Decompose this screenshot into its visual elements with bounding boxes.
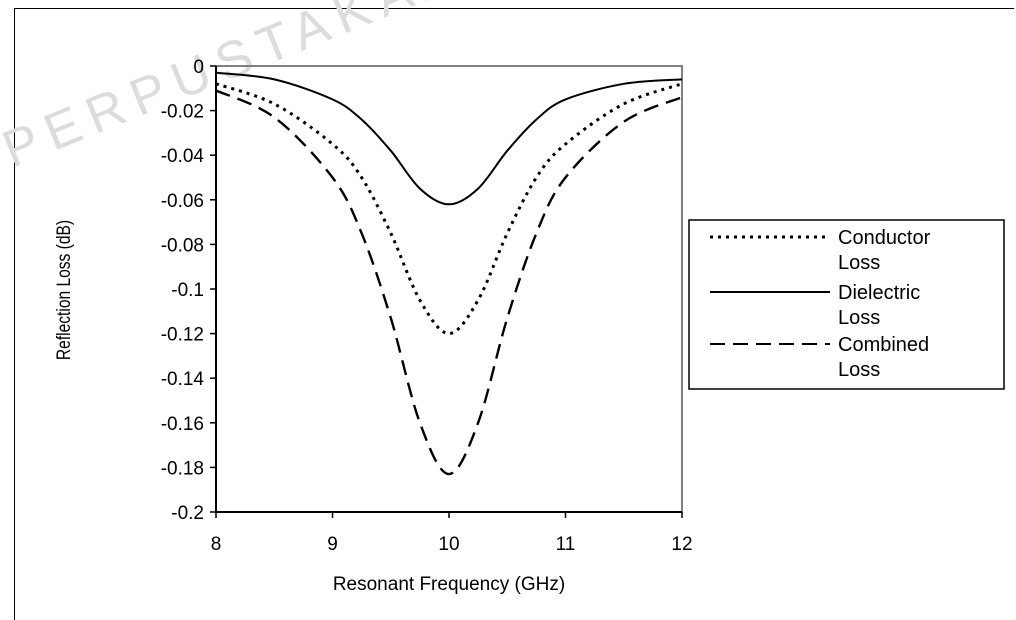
x-tick-label: 10: [438, 534, 459, 555]
series-layer: [215, 71, 683, 476]
series-line-dielectric-loss: [215, 71, 683, 206]
y-tick-label: -0.06: [161, 191, 204, 212]
x-tick-label: 8: [211, 534, 222, 555]
y-tick-label: -0.12: [161, 325, 204, 346]
y-tick-label: -0.08: [161, 235, 204, 256]
x-tick-label: 9: [327, 534, 338, 555]
x-tick-label: 12: [671, 534, 692, 555]
legend: Conductor Loss Dielectric Loss Combined Los…: [688, 219, 1005, 390]
legend-label-combined-loss: Combined Loss: [838, 334, 929, 381]
series-line-conductor-loss: [215, 82, 683, 336]
y-tick-label: -0.02: [161, 102, 204, 123]
series-line-combined-loss: [215, 89, 683, 476]
x-ticks: 8 9 10 11 12: [211, 512, 693, 555]
legend-label-dielectric-loss: Dielectric Loss: [838, 282, 920, 329]
y-tick-label: -0.1: [171, 280, 204, 301]
y-axis-title: Reflection Loss (dB): [53, 220, 75, 360]
legend-label-conductor-loss: Conductor Loss: [838, 227, 931, 274]
plot-area: [215, 65, 683, 513]
x-tick-label: 11: [556, 534, 576, 555]
legend-box: [688, 219, 1005, 390]
figure-frame: [14, 8, 1014, 620]
y-tick-label: -0.18: [161, 458, 204, 479]
y-tick-label: 0: [193, 57, 204, 78]
y-tick-label: -0.14: [161, 369, 205, 390]
y-ticks: 0 -0.02 -0.04 -0.06 -0.08 -0.1 -0.12 -0.14 -0.16…: [161, 57, 216, 524]
y-tick-label: -0.16: [161, 414, 204, 435]
y-tick-label: -0.2: [171, 503, 204, 524]
x-axis-title: Resonant Frequency (GHz): [333, 574, 565, 595]
y-tick-label: -0.04: [161, 146, 205, 167]
